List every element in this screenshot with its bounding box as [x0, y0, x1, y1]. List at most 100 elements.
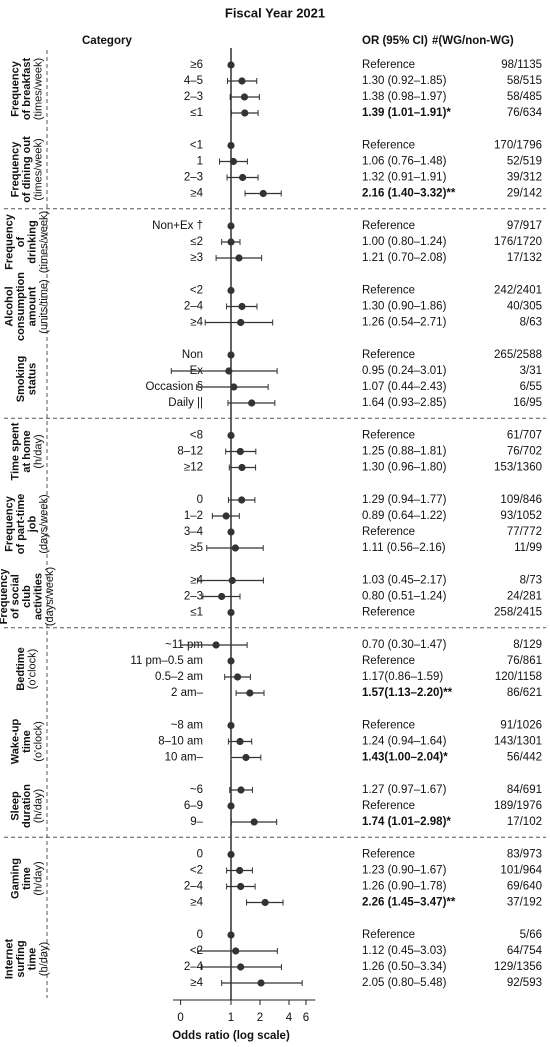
- or-label: 1.23 (0.90–1.67): [362, 865, 447, 877]
- count-label: 83/973: [507, 849, 542, 861]
- x-tick-label: 2: [257, 1012, 263, 1024]
- category-label: ≤1: [190, 607, 203, 619]
- or-label: Reference: [362, 655, 415, 667]
- or-label: 1.30 (0.92–1.85): [362, 75, 447, 87]
- count-label: 84/691: [507, 784, 542, 796]
- category-label: Daily ||: [168, 397, 203, 409]
- point: [227, 286, 235, 295]
- category-label: 2–3: [184, 172, 203, 184]
- header-or: OR (95% CI): [362, 35, 428, 47]
- point: [237, 318, 245, 327]
- count-label: 76/861: [507, 655, 542, 667]
- or-label: 1.27 (0.97–1.67): [362, 784, 447, 796]
- or-label: 0.95 (0.24–3.01): [362, 365, 447, 377]
- point: [237, 786, 245, 794]
- point: [227, 802, 235, 810]
- category-label: ≥12: [184, 462, 203, 474]
- count-label: 109/846: [500, 494, 542, 506]
- group-unit: (units/time): [38, 279, 50, 333]
- category-label: 10 am–: [165, 752, 204, 764]
- group-label: Alcohol: [4, 286, 16, 326]
- count-label: 189/1976: [494, 800, 542, 812]
- point: [212, 641, 220, 649]
- count-label: 8/129: [513, 639, 542, 651]
- group-label: drinking: [27, 220, 39, 263]
- group-label: Wake-up: [9, 719, 21, 765]
- count-label: 61/707: [507, 430, 542, 442]
- point: [227, 657, 235, 665]
- or-label: 1.00 (0.80–1.24): [362, 236, 447, 248]
- group-label: of breakfast: [21, 57, 33, 120]
- or-label: Reference: [362, 526, 415, 538]
- group-label: Internet: [4, 938, 16, 979]
- or-label: 1.74 (1.01–2.98)*: [362, 816, 451, 828]
- or-label: 1.21 (0.70–2.08): [362, 252, 447, 264]
- point: [246, 689, 254, 697]
- group-label: time: [21, 867, 33, 890]
- or-label: 1.26 (0.90–1.78): [362, 881, 447, 893]
- group-unit: (days/week): [44, 567, 56, 626]
- point: [231, 544, 239, 552]
- category-label: 2–4: [184, 301, 204, 313]
- or-label: Reference: [362, 720, 415, 732]
- count-label: 170/1796: [494, 140, 542, 152]
- category-label: 0.5–2 am: [155, 671, 203, 683]
- category-label: 3–4: [184, 526, 204, 538]
- count-label: 258/2415: [494, 607, 542, 619]
- count-label: 98/1135: [501, 59, 542, 71]
- group-unit: (days/week): [38, 494, 50, 553]
- or-label: 1.29 (0.94–1.77): [362, 494, 447, 506]
- count-label: 29/142: [507, 188, 542, 200]
- group-unit: (times/week): [38, 211, 50, 273]
- group-unit: (o'clock): [32, 721, 44, 762]
- point: [236, 447, 244, 456]
- point: [239, 173, 247, 182]
- or-label: 1.24 (0.94–1.64): [362, 736, 447, 748]
- or-label: 1.30 (0.90–1.86): [362, 301, 447, 313]
- category-label: ≥4: [190, 317, 203, 329]
- count-label: 76/634: [507, 107, 543, 119]
- group-label: Frequency: [0, 568, 10, 625]
- or-label: 1.11 (0.56–2.16): [362, 542, 446, 554]
- group-label: status: [27, 363, 39, 395]
- category-label: <8: [190, 430, 203, 442]
- count-label: 265/2588: [494, 349, 542, 361]
- or-label: 1.03 (0.45–2.17): [362, 575, 447, 587]
- count-label: 5/66: [520, 929, 542, 941]
- or-label: Reference: [362, 140, 415, 152]
- group-label: Frequency: [9, 141, 21, 198]
- category-label: 0: [197, 494, 203, 506]
- count-label: 37/192: [507, 897, 542, 909]
- point: [227, 850, 235, 859]
- point: [230, 383, 238, 391]
- group-label: club: [21, 585, 33, 608]
- point: [259, 189, 267, 198]
- point: [227, 608, 235, 617]
- group-label: Smoking: [15, 356, 27, 402]
- point: [222, 512, 230, 520]
- group-unit: (times/week): [32, 58, 44, 120]
- or-label: Reference: [362, 220, 415, 232]
- point: [227, 238, 235, 246]
- point: [242, 753, 250, 762]
- category-label: ≥4: [190, 897, 203, 909]
- or-label: Reference: [362, 349, 415, 361]
- or-label: 1.06 (0.76–1.48): [362, 156, 447, 168]
- count-label: 3/31: [520, 365, 542, 377]
- category-label: Non: [182, 349, 203, 361]
- or-label: 1.07 (0.44–2.43): [362, 381, 447, 393]
- group-label: of dining out: [21, 136, 33, 203]
- point: [232, 947, 240, 955]
- or-label: 0.70 (0.30–1.47): [362, 639, 447, 651]
- group-label: activities: [32, 573, 44, 620]
- count-label: 143/1301: [494, 736, 542, 748]
- chart-title: Fiscal Year 2021: [225, 5, 325, 20]
- category-label: 1–2: [184, 510, 203, 522]
- group-label: surfing: [15, 940, 27, 977]
- count-label: 6/55: [520, 381, 542, 393]
- category-label: ≥6: [190, 59, 203, 71]
- category-label: ≥3: [190, 252, 203, 264]
- group-unit: (o'clock): [27, 649, 39, 690]
- count-label: 40/305: [507, 301, 542, 313]
- or-label: Reference: [362, 430, 415, 442]
